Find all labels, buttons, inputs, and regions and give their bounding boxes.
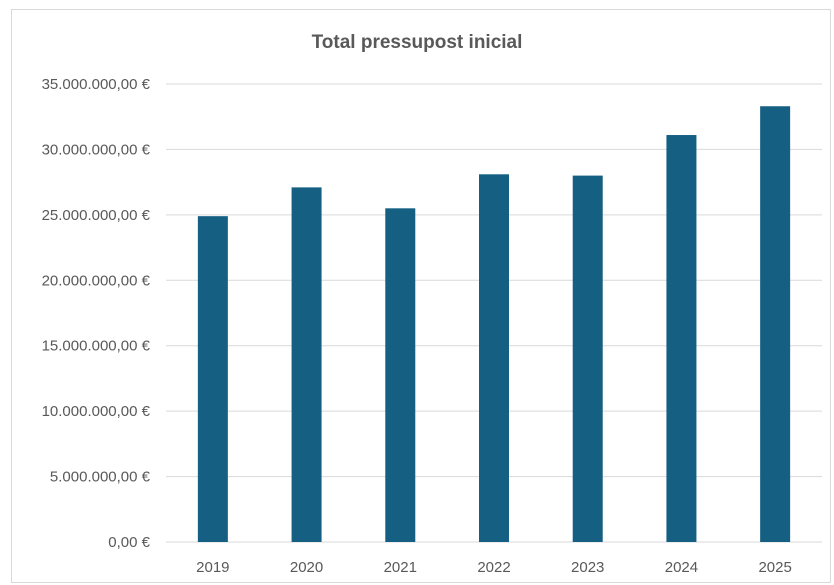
x-tick-label: 2025 [758, 559, 791, 576]
bar-2023 [572, 175, 603, 542]
x-tick-label: 2021 [384, 559, 417, 576]
x-tick-label: 2023 [571, 559, 604, 576]
y-tick-label: 0,00 € [108, 534, 150, 551]
y-tick-label: 30.000.000,00 € [42, 141, 151, 158]
y-tick-label: 20.000.000,00 € [42, 272, 151, 289]
bar-2021 [385, 208, 416, 543]
y-tick-label: 15.000.000,00 € [42, 338, 151, 355]
bar-2024 [666, 135, 697, 542]
x-tick-label: 2019 [196, 559, 229, 576]
y-tick-label: 35.000.000,00 € [42, 76, 151, 93]
bar-2019 [197, 216, 228, 542]
chart-title: Total pressupost inicial [311, 32, 523, 53]
bar-2022 [479, 174, 509, 542]
bar-2025 [760, 106, 791, 542]
y-tick-label: 5.000.000,00 € [50, 469, 151, 486]
y-tick-label: 25.000.000,00 € [42, 207, 151, 224]
x-tick-label: 2020 [290, 559, 323, 576]
x-tick-label: 2024 [665, 559, 698, 576]
y-tick-label: 10.000.000,00 € [42, 403, 151, 420]
bar-2020 [291, 187, 322, 542]
x-tick-label: 2022 [477, 559, 510, 576]
